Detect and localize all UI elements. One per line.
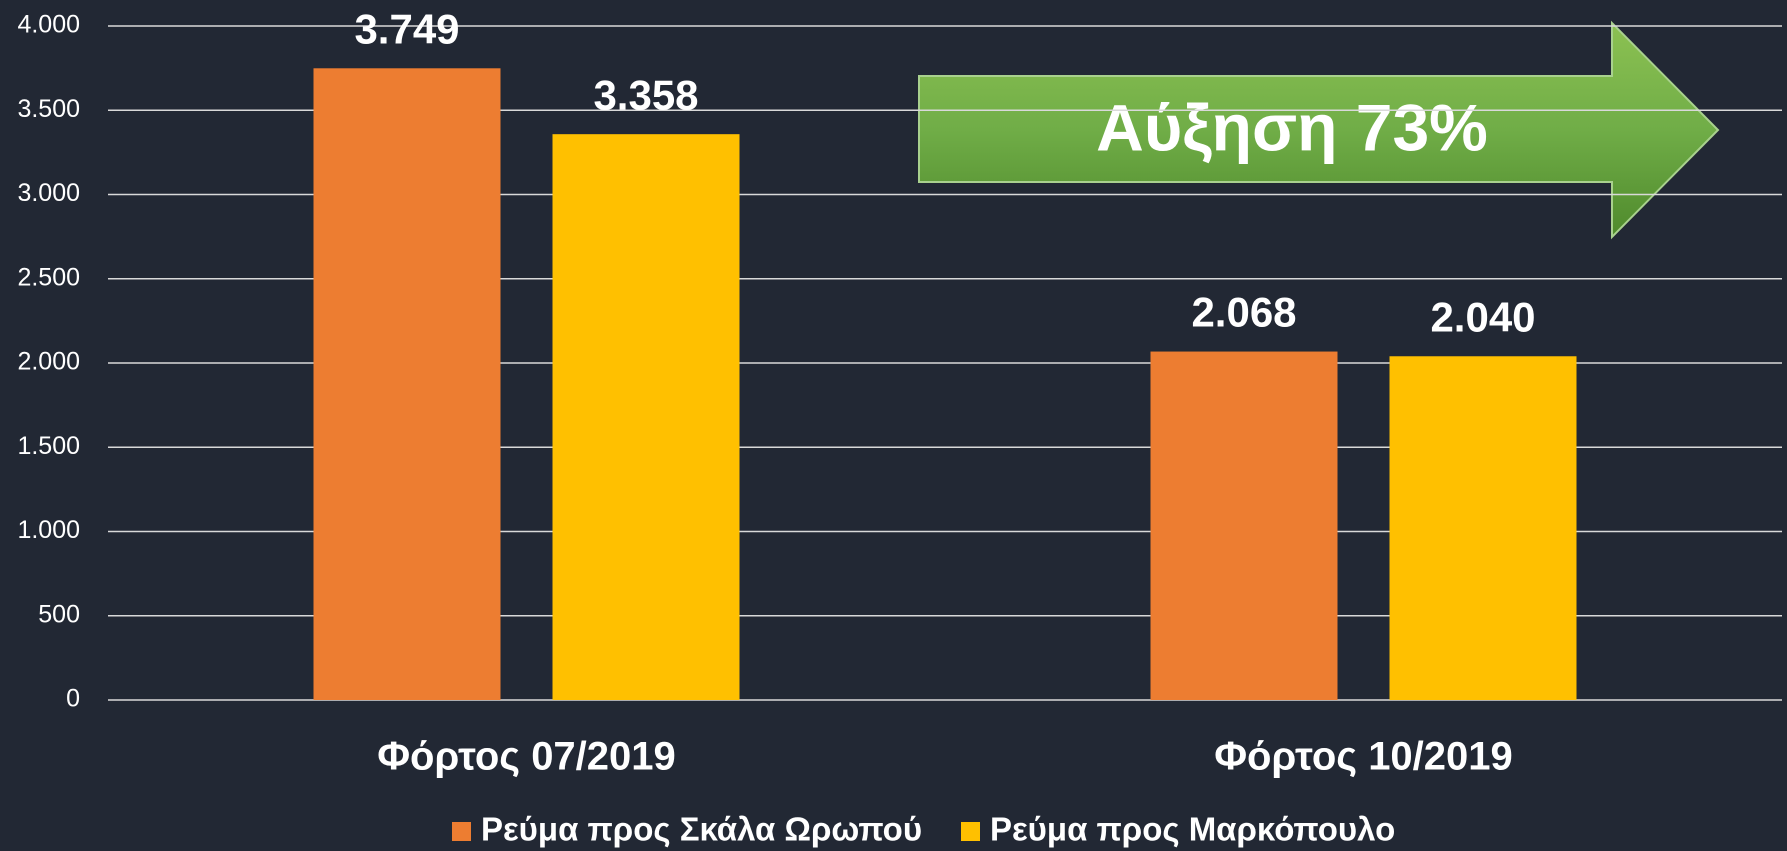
value-label: 3.358 [593,71,698,118]
legend-swatch [961,822,980,841]
bar [552,134,740,700]
y-tick-label: 3.500 [17,95,80,123]
bar [1150,351,1338,700]
y-tick-label: 1.500 [17,432,80,460]
x-tick-label: Φόρτος 07/2019 [377,735,676,779]
value-label: 2.040 [1430,293,1535,340]
annotation-arrow [918,20,1720,240]
y-tick-label: 2.500 [17,263,80,291]
value-label: 3.749 [354,5,459,52]
legend-swatch [452,822,471,841]
y-tick-label: 2.000 [17,348,80,376]
bar [313,68,501,700]
y-tick-label: 1.000 [17,516,80,544]
y-tick-label: 0 [66,685,80,713]
legend-label: Ρεύμα προς Σκάλα Ωρωπού [481,811,922,848]
value-label: 2.068 [1191,289,1296,336]
y-tick-label: 3.000 [17,179,80,207]
y-tick-label: 500 [38,600,80,628]
legend-label: Ρεύμα προς Μαρκόπουλο [990,811,1395,848]
annotation: Αύξηση 73% [1096,90,1488,164]
x-tick-label: Φόρτος 10/2019 [1214,735,1513,779]
y-tick-label: 4.000 [17,11,80,39]
bar [1389,356,1577,700]
